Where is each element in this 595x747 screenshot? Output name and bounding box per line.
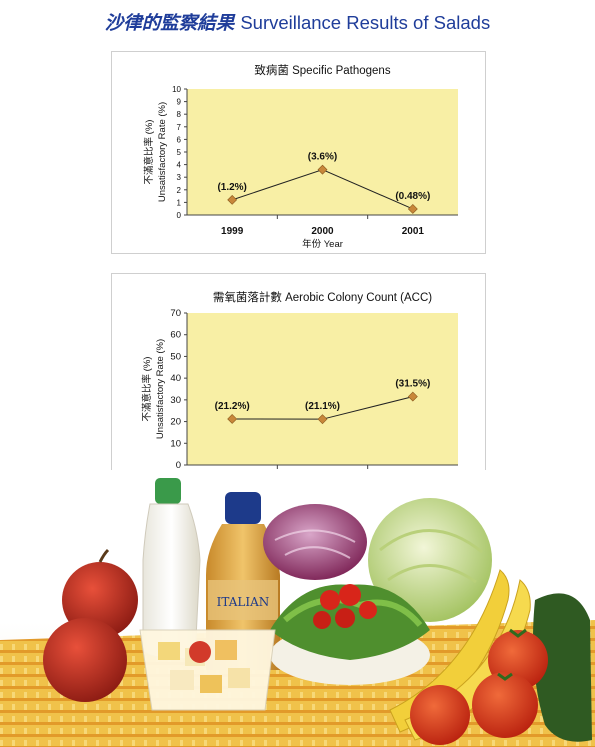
data-label: (21.1%) (305, 401, 340, 412)
fruit-salad-box-icon (139, 629, 276, 711)
x-tick-label: 1999 (221, 226, 244, 237)
y-tick-label: 50 (170, 351, 181, 362)
data-label: (3.6%) (308, 152, 337, 163)
data-point (227, 194, 238, 205)
y-tick-label: 1 (177, 198, 182, 207)
x-axis-label: 年份 Year (302, 238, 343, 250)
y-tick-label: 0 (176, 460, 181, 471)
salad-photo-illustration: ITALIAN (0, 470, 595, 747)
data-point (227, 414, 238, 424)
data-label: (31.5%) (395, 379, 430, 390)
y-tick-label: 3 (177, 173, 182, 182)
tomato-icon (410, 628, 548, 745)
y-tick-label: 5 (177, 148, 182, 157)
x-tick-label: 2000 (311, 226, 334, 237)
pathogens-chart: 致病菌 Specific Pathogens 0 1 2 3 4 5 6 7 8 9 10 1999 20… (143, 63, 458, 250)
y-tick-label: 10 (172, 85, 181, 94)
y-tick-label: 60 (170, 330, 181, 341)
page-title-en: Surveillance Results of Salads (240, 12, 491, 33)
apple-icon (43, 548, 138, 702)
y-tick-label: 20 (170, 417, 181, 428)
y-axis-label: Unsatisfactory Rate (%) (157, 102, 168, 202)
data-point (407, 391, 418, 402)
x-tick-label: 2001 (402, 226, 425, 237)
y-tick-label: 7 (177, 123, 182, 132)
page-title: 沙律的監察結果 Surveillance Results of Salads (0, 9, 595, 35)
data-point (317, 164, 328, 175)
data-point (407, 204, 418, 214)
y-tick-label: 8 (177, 110, 182, 119)
radicchio-icon (263, 504, 367, 580)
y-tick-label: 40 (170, 373, 181, 384)
y-tick-label: 0 (177, 211, 182, 220)
cabbage-icon (368, 498, 492, 622)
y-tick-label: 10 (170, 438, 181, 449)
chart-title: 需氧菌落計數 Aerobic Colony Count (ACC) (213, 290, 432, 304)
plot-area (187, 89, 458, 215)
y-tick-label: 9 (177, 98, 182, 107)
y-axis-label: 不滿意比率 (%) (141, 357, 153, 422)
pathogens-chart-panel: 致病菌 Specific Pathogens 0 1 2 3 4 5 6 7 8 9 10 1999 20… (111, 51, 486, 254)
y-tick-label: 6 (177, 135, 182, 144)
page-title-zh: 沙律的監察結果 (104, 13, 235, 34)
y-axis-label: Unsatisfactory Rate (%) (155, 339, 166, 439)
y-tick-label: 30 (170, 395, 181, 406)
data-label: (21.2%) (215, 401, 250, 412)
y-tick-label: 70 (170, 308, 181, 319)
y-tick-label: 4 (177, 161, 182, 170)
y-axis-label: 不滿意比率 (%) (143, 120, 155, 185)
data-label: (1.2%) (217, 182, 246, 193)
salad-bowl-icon (270, 584, 430, 685)
bottle-label: ITALIAN (217, 595, 270, 609)
cucumber-icon (532, 593, 592, 742)
acc-chart-panel: 需氧菌落計數 Aerobic Colony Count (ACC) 0 10 20 30… (111, 273, 486, 505)
chart-title: 致病菌 Specific Pathogens (254, 63, 390, 77)
y-tick-label: 2 (177, 186, 182, 195)
acc-chart: 需氧菌落計數 Aerobic Colony Count (ACC) 0 10 20 30… (141, 290, 458, 498)
data-point (317, 414, 328, 425)
salad-ingredients-photo: ITALIAN (0, 470, 595, 747)
data-label: (0.48%) (395, 191, 430, 202)
plot-area (187, 313, 458, 465)
